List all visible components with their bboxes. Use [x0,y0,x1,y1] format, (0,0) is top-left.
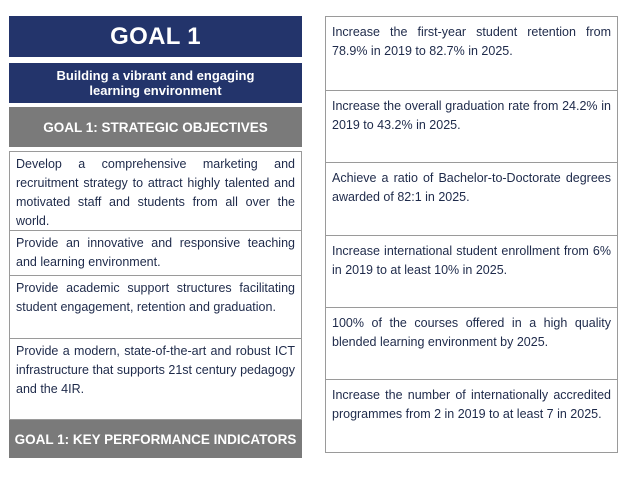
goal-subtitle: Building a vibrant and engaging learning… [9,63,302,103]
kpi-heading: GOAL 1: KEY PERFORMANCE INDICATORS [9,420,302,458]
goal-title: GOAL 1 [9,16,302,57]
objective-item: Provide academic support structures faci… [10,276,301,339]
kpi-item: Increase the overall graduation rate fro… [326,91,617,163]
goal-subtitle-line2: learning environment [89,83,222,98]
kpi-item: Increase international student enrollmen… [326,236,617,308]
kpi-item: Increase the number of internationally a… [326,380,617,453]
goal-subtitle-line1: Building a vibrant and engaging [56,68,255,83]
objective-item: Provide an innovative and responsive tea… [10,231,301,276]
objective-item: Develop a comprehensive marketing and re… [10,152,301,231]
kpi-list: Increase the first-year student retentio… [325,16,618,453]
kpi-item: Achieve a ratio of Bachelor-to-Doctorate… [326,163,617,236]
kpi-item: 100% of the courses offered in a high qu… [326,308,617,380]
objective-item: Provide a modern, state-of-the-art and r… [10,339,301,420]
objectives-list: Develop a comprehensive marketing and re… [9,151,302,420]
objectives-heading: GOAL 1: STRATEGIC OBJECTIVES [9,107,302,147]
kpi-item: Increase the first-year student retentio… [326,17,617,91]
goal-panel: GOAL 1 Building a vibrant and engaging l… [9,16,302,458]
